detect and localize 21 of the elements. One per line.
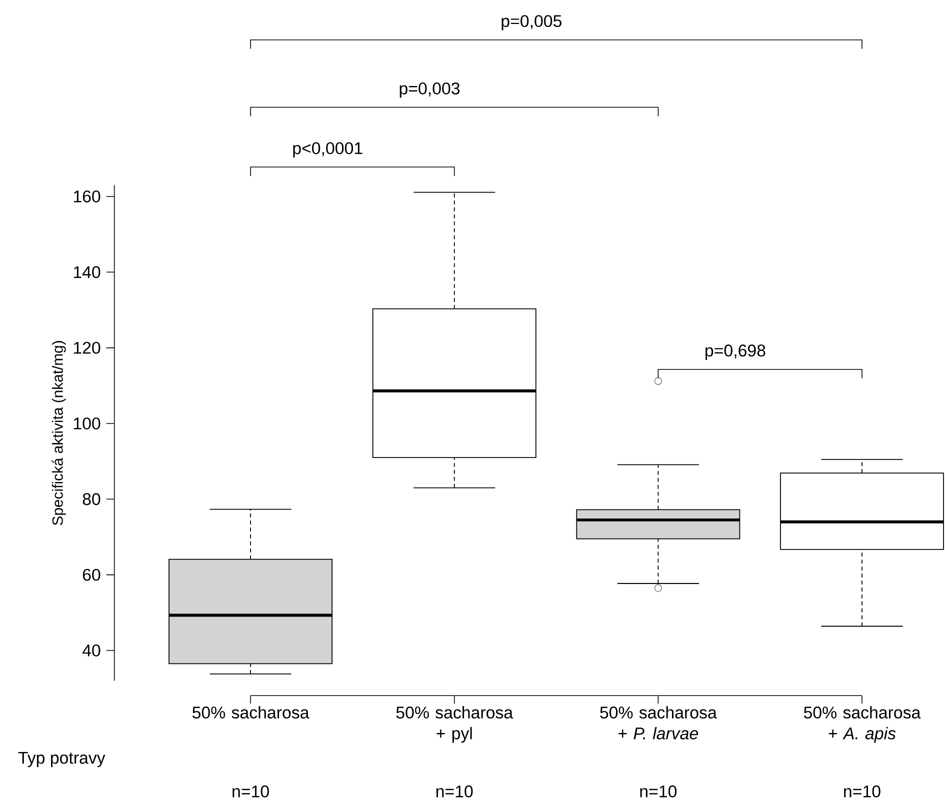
- text: p=0,003: [400, 82, 460, 98]
- y-axis-title: Specifická aktivita (nkat/mg): [52, 340, 66, 525]
- y-tick-label: 40: [82, 644, 100, 656]
- y-tick-label: 120: [74, 342, 100, 354]
- x-tick-label: 50% sacharosa: [192, 706, 310, 718]
- x-axis-title: Typ potravy: [18, 752, 106, 767]
- text: n=10: [232, 785, 269, 798]
- x-tick-label: 50% sacharosa + P. larvae: [600, 706, 717, 740]
- y-tick-label: 80: [82, 492, 100, 505]
- y-tick-label: 140: [74, 266, 100, 278]
- y-tick-label: 160: [74, 190, 100, 202]
- y-tick-label: 100: [74, 417, 100, 430]
- text: n=10: [640, 785, 677, 798]
- text: n=10: [436, 785, 473, 798]
- text: p=0,005: [502, 14, 562, 30]
- x-tick-label: 50% sacharosa + pyl: [396, 706, 514, 743]
- x-tick-label: 50% sacharosa + A. apis: [804, 706, 921, 743]
- annotation: p=0,698: [706, 344, 766, 360]
- y-tick-label: 60: [82, 568, 100, 581]
- text: p<0,0001: [293, 142, 362, 158]
- text: n=10: [844, 785, 880, 798]
